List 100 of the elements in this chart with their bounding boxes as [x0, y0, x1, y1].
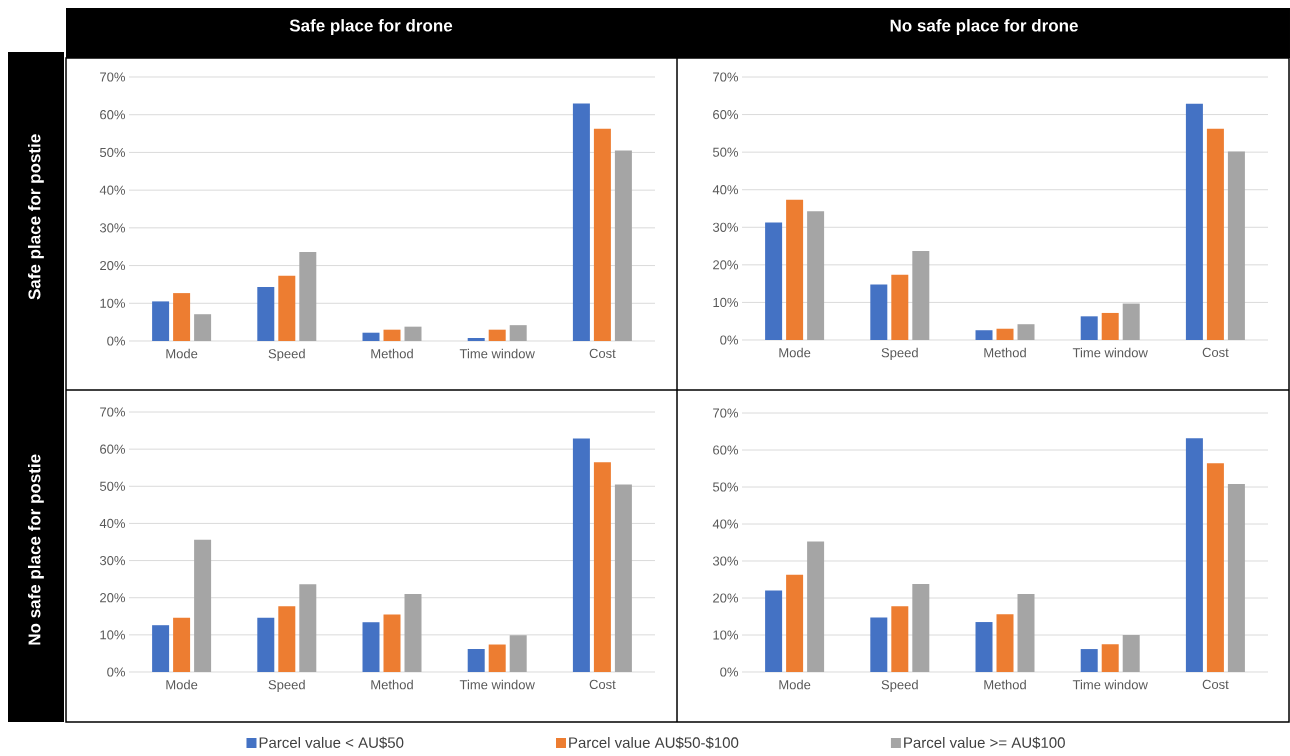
bar: [1017, 593, 1035, 672]
x-tick-label: Speed: [268, 348, 305, 361]
legend-label: Parcel value < AU$50: [259, 736, 404, 749]
chart-title: No safe place for drone: [890, 19, 1078, 35]
y-tick-label: 50%: [712, 147, 739, 157]
y-tick-label: 20%: [100, 260, 126, 271]
bar: [404, 326, 422, 341]
y-tick-label: 70%: [100, 72, 126, 82]
y-tick-label: 20%: [713, 260, 739, 270]
bar: [593, 128, 611, 341]
y-tick-label: 10%: [100, 298, 126, 308]
bar: [488, 644, 506, 672]
bar: [509, 635, 527, 672]
legend-label: Parcel value AU$50-$100: [569, 736, 739, 749]
x-tick-label: Method: [371, 679, 413, 690]
bar: [786, 199, 804, 340]
y-tick-label: 40%: [99, 518, 126, 529]
bar: [278, 606, 296, 672]
y-tick-label: 30%: [99, 223, 126, 233]
bar: [173, 293, 191, 341]
y-tick-label: 0%: [107, 667, 126, 677]
bar: [1185, 103, 1203, 340]
y-tick-label: 60%: [100, 110, 126, 120]
y-tick-label: 30%: [99, 555, 126, 566]
y-tick-label: 10%: [100, 630, 126, 640]
x-tick-label: Mode: [779, 347, 811, 358]
chart-title: Safe place for drone: [289, 19, 453, 35]
bar: [467, 337, 485, 341]
bar: [299, 584, 317, 672]
y-tick-label: 10%: [713, 630, 739, 640]
x-tick-label: Cost: [1202, 347, 1229, 357]
x-tick-label: Cost: [589, 348, 616, 358]
bar: [1017, 324, 1035, 340]
bar: [1227, 151, 1245, 340]
x-tick-label: Speed: [881, 679, 918, 692]
bar: [1080, 316, 1098, 340]
bar: [1122, 303, 1140, 340]
x-tick-label: Time window: [459, 348, 535, 359]
y-tick-label: 40%: [712, 519, 739, 529]
legend-label: Parcel value >= AU$100: [904, 736, 1065, 749]
bar: [1122, 635, 1140, 672]
bar: [362, 332, 380, 341]
x-tick-label: Time window: [1072, 347, 1148, 358]
bar: [912, 250, 930, 340]
bar: [996, 614, 1014, 672]
bar: [870, 617, 888, 672]
y-tick-label: 70%: [713, 72, 739, 82]
bar: [1206, 463, 1224, 672]
bar: [404, 594, 422, 672]
bar: [975, 330, 993, 340]
bar: [572, 438, 590, 672]
bar: [996, 328, 1014, 340]
bar: [572, 103, 590, 341]
bar: [1227, 484, 1245, 672]
y-tick-label: 50%: [99, 147, 126, 158]
x-tick-label: Speed: [881, 347, 918, 360]
bar: [257, 617, 275, 672]
bar: [152, 301, 170, 341]
y-axis-title: No safe place for postie: [27, 454, 44, 645]
x-tick-label: Mode: [779, 679, 811, 690]
x-tick-label: Speed: [268, 679, 305, 692]
x-tick-label: Mode: [166, 679, 198, 690]
bar: [383, 614, 401, 672]
bar: [1185, 438, 1203, 672]
bar: [870, 284, 888, 340]
bar: [593, 462, 611, 672]
bar: [807, 541, 825, 672]
x-tick-label: Cost: [1202, 679, 1229, 689]
y-tick-label: 60%: [100, 444, 126, 454]
y-tick-label: 10%: [713, 297, 739, 308]
bar: [1101, 644, 1119, 672]
bar: [975, 622, 993, 672]
bar: [257, 287, 275, 341]
y-tick-label: 30%: [712, 556, 739, 566]
y-tick-label: 0%: [107, 336, 126, 346]
bar: [194, 314, 212, 341]
y-tick-label: 40%: [99, 185, 126, 195]
x-tick-label: Method: [984, 347, 1026, 358]
bar: [152, 625, 170, 672]
x-tick-label: Method: [371, 348, 413, 359]
bar: [467, 648, 485, 672]
y-tick-label: 50%: [712, 482, 739, 492]
bar: [912, 583, 930, 672]
y-tick-label: 0%: [720, 667, 739, 677]
bar: [299, 251, 317, 341]
y-axis-title: Safe place for postie: [27, 134, 44, 300]
bar: [891, 606, 909, 672]
bar: [173, 617, 191, 672]
bar: [614, 150, 632, 341]
y-tick-label: 70%: [100, 407, 126, 417]
y-tick-label: 70%: [713, 408, 739, 418]
y-tick-label: 20%: [100, 593, 126, 603]
x-tick-label: Method: [984, 679, 1026, 690]
y-tick-label: 20%: [713, 593, 739, 603]
bar: [807, 211, 825, 340]
bar: [362, 622, 380, 672]
bar: [765, 222, 783, 340]
y-tick-label: 0%: [720, 335, 739, 345]
bar: [891, 274, 909, 340]
bar: [488, 329, 506, 341]
